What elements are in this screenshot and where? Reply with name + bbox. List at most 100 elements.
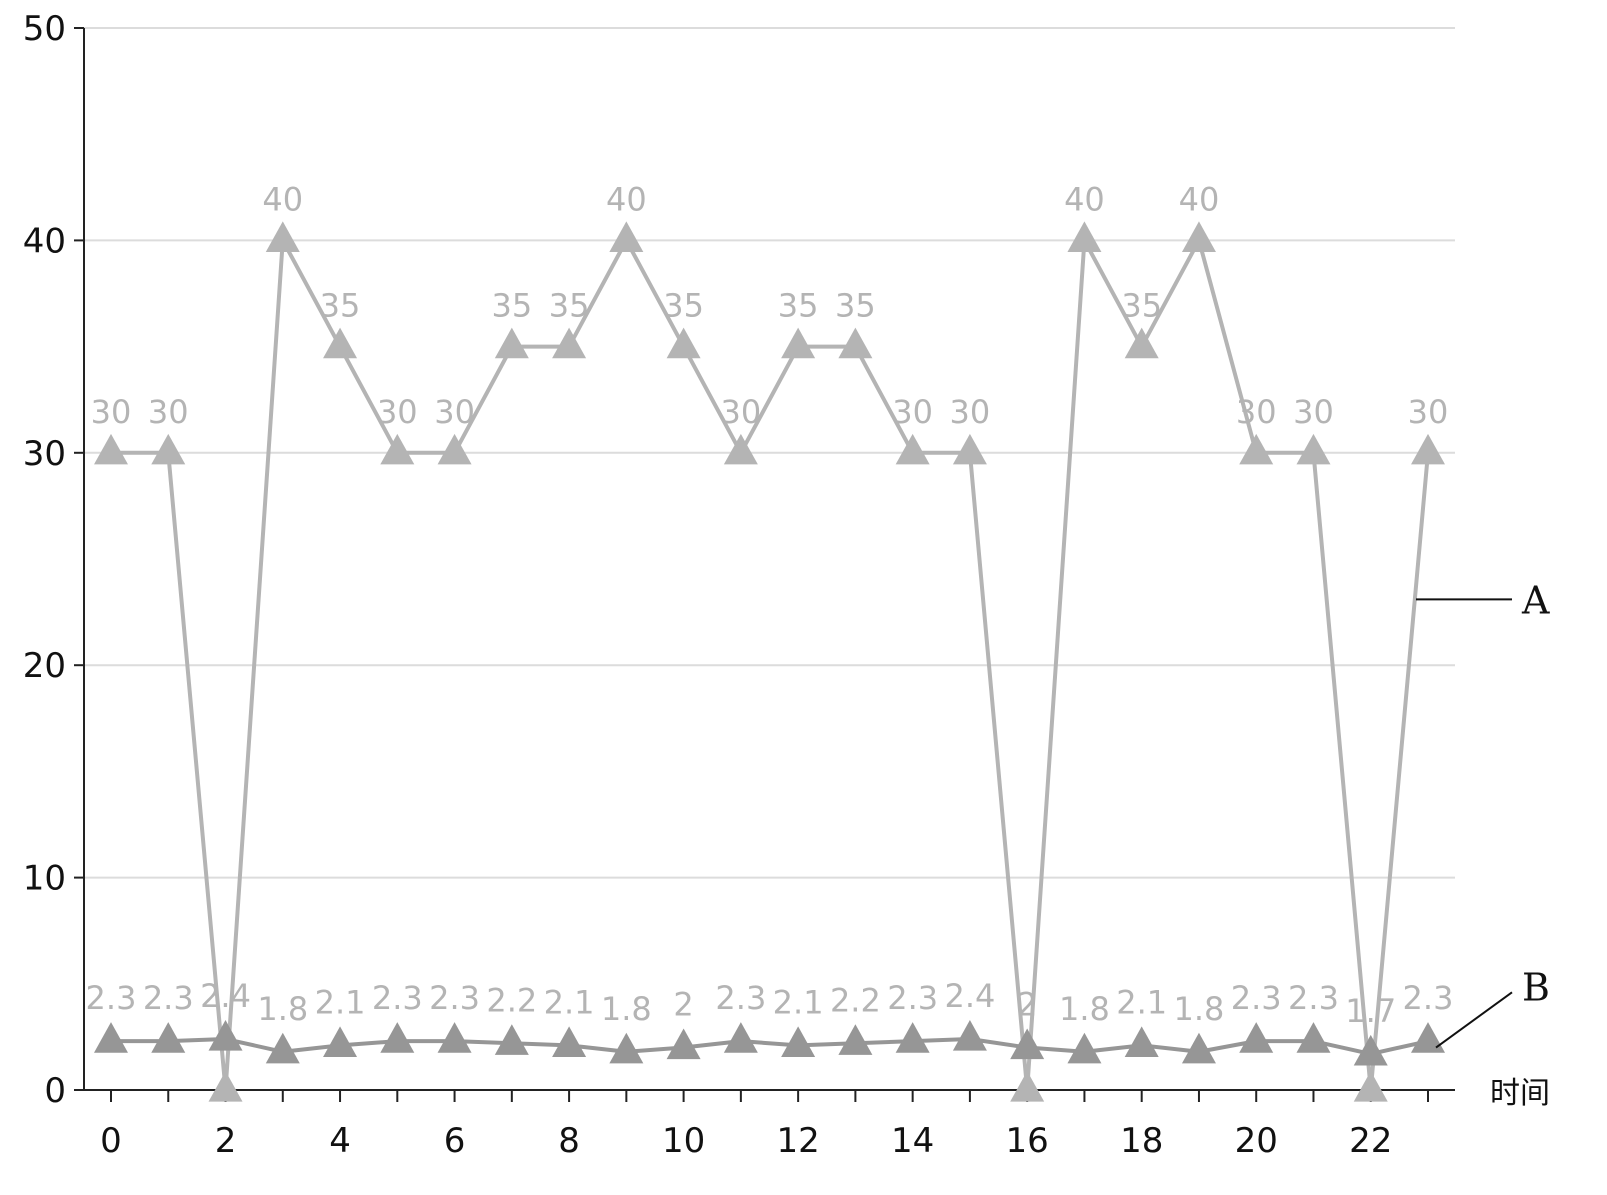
data-point-marker	[151, 433, 186, 465]
data-label: 30	[148, 393, 189, 431]
y-tick-label: 0	[44, 1071, 66, 1111]
data-label: 2.1	[773, 983, 824, 1021]
data-label: 1.8	[1174, 990, 1225, 1028]
data-point-marker	[494, 327, 529, 359]
data-label: 40	[1064, 180, 1105, 218]
series-a: 30 30 40 35 30 30 35 35 40 35 30 35 35 30 30 40 35 40 30 30…	[91, 180, 1449, 1102]
data-point-marker	[1353, 1071, 1388, 1102]
data-label: 2.4	[200, 977, 251, 1015]
data-point-marker	[437, 433, 472, 465]
data-point-marker	[265, 1032, 300, 1064]
data-point-marker	[1239, 433, 1274, 465]
data-point-marker	[494, 1024, 529, 1055]
data-point-marker	[1411, 1022, 1445, 1053]
data-point-marker	[94, 1022, 128, 1053]
series-line	[111, 1037, 1429, 1056]
data-label: 40	[262, 180, 303, 218]
data-point-marker	[1353, 1034, 1388, 1066]
data-point-marker	[323, 327, 358, 359]
data-point-marker	[723, 1022, 758, 1053]
x-tick-label: 0	[100, 1121, 122, 1161]
data-label: 35	[320, 287, 361, 325]
data-point-marker	[1239, 1022, 1274, 1053]
data-label: 35	[835, 287, 876, 325]
data-point-marker	[723, 433, 758, 465]
data-point-marker	[838, 327, 873, 359]
y-tick-label: 50	[23, 9, 66, 49]
data-label: 30	[1408, 393, 1449, 431]
data-label: 2.1	[544, 983, 595, 1021]
data-label: 1.8	[601, 990, 652, 1028]
x-tick-label: 4	[329, 1121, 351, 1161]
data-point-marker	[609, 1032, 644, 1064]
data-point-marker	[1296, 1022, 1331, 1053]
x-axis-label: 时间	[1490, 1076, 1550, 1111]
series-callouts: AB	[1416, 578, 1550, 1049]
data-label: 2.3	[715, 979, 766, 1017]
data-label: 30	[377, 393, 418, 431]
data-point-marker	[1181, 1032, 1216, 1064]
data-label: 2.3	[143, 979, 194, 1017]
y-tick-label: 30	[23, 434, 66, 474]
data-point-marker	[323, 1026, 358, 1058]
data-point-marker	[208, 1071, 243, 1102]
data-point-marker	[265, 221, 300, 253]
data-label: 35	[778, 287, 819, 325]
data-label: 2.3	[429, 979, 480, 1017]
data-label: 40	[606, 180, 647, 218]
data-label: 30	[434, 393, 475, 431]
x-axis-ticks: 0 2 4 6 8 10 12 14 16 18 20 22	[100, 1090, 1429, 1161]
x-tick-label: 10	[662, 1121, 705, 1161]
data-point-marker	[609, 221, 644, 253]
data-label: 35	[663, 287, 704, 325]
data-label: 2.3	[1403, 979, 1454, 1017]
data-point-marker	[437, 1022, 472, 1053]
data-point-marker	[895, 433, 930, 465]
data-label: 2.2	[486, 981, 537, 1019]
grid-lines	[84, 27, 1455, 879]
data-point-marker	[781, 1026, 816, 1058]
data-label: 2	[673, 986, 693, 1024]
data-point-marker	[1124, 327, 1159, 359]
data-point-marker	[838, 1024, 873, 1055]
x-tick-label: 20	[1235, 1121, 1278, 1161]
data-label: 2.1	[315, 983, 366, 1021]
data-label: 2.3	[1288, 979, 1339, 1017]
data-point-marker	[151, 1022, 186, 1053]
data-point-marker	[552, 1026, 587, 1058]
data-label: 2.3	[1231, 979, 1282, 1017]
data-point-marker	[208, 1020, 243, 1051]
callout-label-a: A	[1521, 578, 1550, 622]
data-label: 1.8	[257, 990, 308, 1028]
y-tick-label: 20	[23, 646, 66, 686]
data-label: 2.3	[372, 979, 423, 1017]
y-tick-label: 40	[23, 221, 66, 261]
data-point-marker	[380, 1022, 415, 1053]
data-label: 30	[950, 393, 991, 431]
data-point-marker	[1124, 1026, 1159, 1058]
data-point-marker	[781, 327, 816, 359]
data-label: 35	[549, 287, 590, 325]
data-label: 35	[491, 287, 532, 325]
data-point-marker	[380, 433, 415, 465]
x-tick-label: 2	[215, 1121, 237, 1161]
callout-label-b: B	[1522, 965, 1550, 1009]
data-point-marker	[1010, 1028, 1045, 1060]
data-label: 2.1	[1116, 983, 1167, 1021]
data-point-marker	[895, 1022, 930, 1053]
data-label: 1.8	[1059, 990, 1110, 1028]
x-tick-label: 22	[1349, 1121, 1392, 1161]
data-label: 2.3	[86, 979, 137, 1017]
x-tick-label: 16	[1006, 1121, 1049, 1161]
data-label: 2.3	[887, 979, 938, 1017]
data-point-marker	[666, 327, 701, 359]
data-point-marker	[552, 327, 587, 359]
data-point-marker	[1067, 221, 1102, 253]
y-axis-ticks: 0 10 20 30 40 50	[23, 9, 84, 1111]
x-tick-label: 6	[444, 1121, 466, 1161]
data-label: 2.2	[830, 981, 881, 1019]
y-tick-label: 10	[23, 859, 66, 899]
x-tick-label: 18	[1120, 1121, 1163, 1161]
series-line	[111, 238, 1430, 1092]
